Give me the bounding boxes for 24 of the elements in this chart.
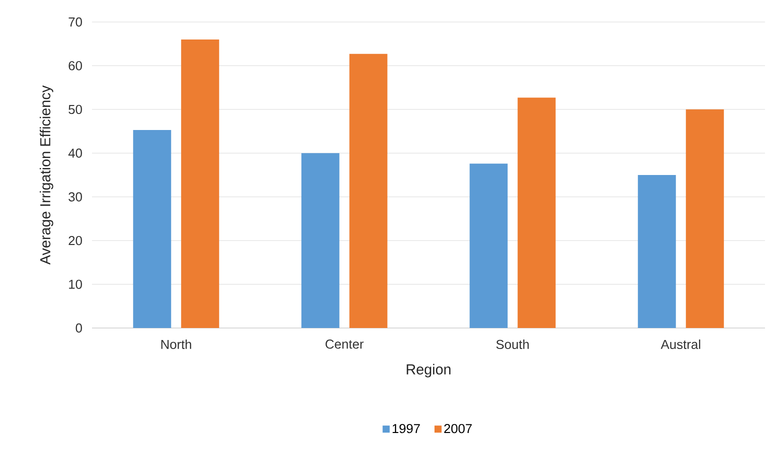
y-tick-label: 0 <box>76 323 82 333</box>
x-axis-title: Region <box>406 364 450 378</box>
y-tick-label: 30 <box>68 192 82 202</box>
bar <box>301 153 340 328</box>
bar <box>133 130 172 328</box>
y-tick-label: 40 <box>68 148 82 158</box>
bar <box>349 54 388 328</box>
legend-label: 1997 <box>392 424 420 434</box>
bar <box>686 109 724 328</box>
bar <box>518 98 556 328</box>
x-tick-label: South <box>496 340 529 350</box>
x-tick-label: North <box>161 340 192 350</box>
y-tick-label: 60 <box>68 61 82 70</box>
bar <box>181 39 220 328</box>
bar <box>638 175 676 328</box>
y-tick-label: 20 <box>68 236 82 246</box>
y-tick-label: 70 <box>68 17 82 27</box>
y-tick-label: 10 <box>69 280 82 289</box>
y-axis-title: Average Irrigation Efficiency <box>40 85 54 265</box>
bar <box>470 164 508 328</box>
y-tick-label: 50 <box>68 104 82 114</box>
x-tick-label: Austral <box>660 340 700 350</box>
legend-label: 2007 <box>444 424 472 434</box>
x-tick-label: Center <box>326 340 364 349</box>
